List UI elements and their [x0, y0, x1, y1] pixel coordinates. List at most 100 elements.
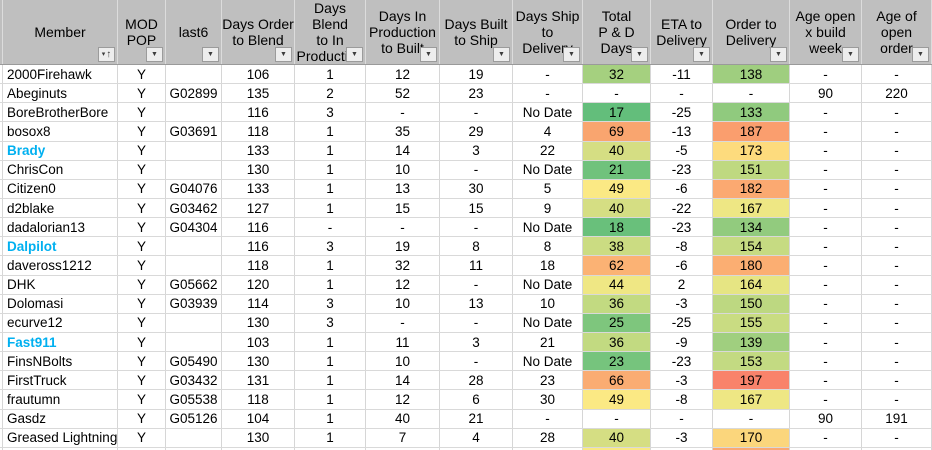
filter-button-in_production_to_built[interactable]: ▼ [420, 47, 437, 62]
cell-mod_pop[interactable]: Y [118, 256, 166, 275]
cell-order_to_delivery[interactable]: 153 [713, 352, 790, 371]
cell-built_to_ship[interactable]: - [440, 313, 513, 332]
cell-order_to_blend[interactable]: 120 [222, 275, 295, 294]
cell-mod_pop[interactable]: Y [118, 390, 166, 409]
cell-eta_to_delivery[interactable]: -23 [651, 160, 713, 179]
cell-age_open_x_build_week[interactable]: 90 [790, 409, 862, 428]
cell-ship_to_delivery[interactable]: 18 [513, 256, 583, 275]
filter-button-last6[interactable]: ▼ [202, 47, 219, 62]
cell-in_production_to_built[interactable]: 10 [366, 160, 440, 179]
header-age_of_open_order[interactable]: Age of open order ▼ [862, 0, 932, 64]
cell-eta_to_delivery[interactable]: -8 [651, 390, 713, 409]
cell-built_to_ship[interactable]: 8 [440, 237, 513, 256]
cell-age_of_open_order[interactable]: - [862, 160, 932, 179]
cell-age_open_x_build_week[interactable]: - [790, 332, 862, 352]
cell-blend_to_in_production[interactable]: 1 [295, 179, 366, 198]
cell-eta_to_delivery[interactable]: -8 [651, 237, 713, 256]
cell-member[interactable]: 2000Firehawk [3, 65, 118, 84]
cell-eta_to_delivery[interactable]: - [651, 409, 713, 428]
cell-age_of_open_order[interactable]: - [862, 179, 932, 198]
cell-last6[interactable]: G05538 [166, 390, 222, 409]
cell-member[interactable]: Gasdz [3, 409, 118, 428]
cell-age_of_open_order[interactable]: - [862, 122, 932, 141]
cell-built_to_ship[interactable]: 13 [440, 294, 513, 313]
cell-eta_to_delivery[interactable]: -3 [651, 294, 713, 313]
cell-in_production_to_built[interactable]: 14 [366, 371, 440, 390]
filter-button-age_of_open_order[interactable]: ▼ [912, 47, 929, 62]
cell-last6[interactable] [166, 332, 222, 352]
header-in_production_to_built[interactable]: Days In Production to Built ▼ [366, 0, 440, 64]
cell-order_to_delivery[interactable]: 164 [713, 275, 790, 294]
cell-age_of_open_order[interactable]: - [862, 428, 932, 447]
cell-age_open_x_build_week[interactable]: - [790, 275, 862, 294]
cell-order_to_delivery[interactable]: - [713, 84, 790, 103]
cell-in_production_to_built[interactable]: 11 [366, 332, 440, 352]
cell-order_to_blend[interactable]: 130 [222, 160, 295, 179]
cell-order_to_delivery[interactable]: 173 [713, 141, 790, 160]
cell-order_to_blend[interactable]: 133 [222, 179, 295, 198]
cell-order_to_blend[interactable]: 114 [222, 294, 295, 313]
cell-last6[interactable] [166, 256, 222, 275]
cell-eta_to_delivery[interactable]: -6 [651, 256, 713, 275]
cell-last6[interactable]: G03462 [166, 198, 222, 218]
cell-mod_pop[interactable]: Y [118, 103, 166, 122]
cell-ship_to_delivery[interactable]: 10 [513, 294, 583, 313]
cell-age_open_x_build_week[interactable]: - [790, 103, 862, 122]
cell-age_of_open_order[interactable]: - [862, 294, 932, 313]
cell-order_to_delivery[interactable]: 151 [713, 160, 790, 179]
cell-member[interactable]: Citizen0 [3, 179, 118, 198]
cell-age_open_x_build_week[interactable]: - [790, 237, 862, 256]
cell-total_pd[interactable]: 62 [583, 256, 651, 275]
cell-mod_pop[interactable]: Y [118, 84, 166, 103]
cell-ship_to_delivery[interactable]: No Date [513, 160, 583, 179]
cell-built_to_ship[interactable]: 19 [440, 65, 513, 84]
cell-total_pd[interactable]: 18 [583, 218, 651, 237]
cell-member[interactable]: Greased Lightning [3, 428, 118, 447]
cell-age_open_x_build_week[interactable]: - [790, 141, 862, 160]
cell-built_to_ship[interactable]: - [440, 352, 513, 371]
cell-built_to_ship[interactable]: 29 [440, 122, 513, 141]
cell-order_to_delivery[interactable]: 197 [713, 371, 790, 390]
cell-last6[interactable]: G05662 [166, 275, 222, 294]
cell-age_open_x_build_week[interactable]: - [790, 256, 862, 275]
cell-in_production_to_built[interactable]: 12 [366, 390, 440, 409]
cell-built_to_ship[interactable]: - [440, 160, 513, 179]
cell-built_to_ship[interactable]: 3 [440, 141, 513, 160]
cell-ship_to_delivery[interactable]: 5 [513, 179, 583, 198]
cell-order_to_delivery[interactable]: - [713, 409, 790, 428]
cell-ship_to_delivery[interactable]: 22 [513, 141, 583, 160]
cell-order_to_blend[interactable]: 118 [222, 390, 295, 409]
cell-last6[interactable] [166, 313, 222, 332]
cell-age_of_open_order[interactable]: - [862, 313, 932, 332]
cell-blend_to_in_production[interactable]: 1 [295, 256, 366, 275]
cell-last6[interactable]: G04304 [166, 218, 222, 237]
cell-last6[interactable] [166, 65, 222, 84]
cell-mod_pop[interactable]: Y [118, 294, 166, 313]
cell-age_open_x_build_week[interactable]: - [790, 218, 862, 237]
cell-ship_to_delivery[interactable]: 28 [513, 428, 583, 447]
cell-order_to_delivery[interactable]: 150 [713, 294, 790, 313]
cell-eta_to_delivery[interactable]: -9 [651, 332, 713, 352]
cell-built_to_ship[interactable]: - [440, 103, 513, 122]
header-order_to_delivery[interactable]: Order to Delivery ▼ [713, 0, 790, 64]
cell-total_pd[interactable]: 32 [583, 65, 651, 84]
cell-ship_to_delivery[interactable]: - [513, 65, 583, 84]
cell-mod_pop[interactable]: Y [118, 160, 166, 179]
cell-in_production_to_built[interactable]: 7 [366, 428, 440, 447]
cell-in_production_to_built[interactable]: 10 [366, 352, 440, 371]
header-age_open_x_build_week[interactable]: Age open x build week ▼ [790, 0, 862, 64]
cell-member[interactable]: daveross1212 [3, 256, 118, 275]
cell-eta_to_delivery[interactable]: -3 [651, 428, 713, 447]
header-order_to_blend[interactable]: Days Order to Blend ▼ [222, 0, 295, 64]
cell-ship_to_delivery[interactable]: 23 [513, 371, 583, 390]
cell-in_production_to_built[interactable]: 12 [366, 275, 440, 294]
cell-mod_pop[interactable]: Y [118, 237, 166, 256]
cell-member[interactable]: Dalpilot [3, 237, 118, 256]
cell-order_to_delivery[interactable]: 167 [713, 390, 790, 409]
cell-order_to_delivery[interactable]: 133 [713, 103, 790, 122]
cell-blend_to_in_production[interactable]: 1 [295, 332, 366, 352]
cell-in_production_to_built[interactable]: 15 [366, 198, 440, 218]
cell-blend_to_in_production[interactable]: 1 [295, 409, 366, 428]
cell-member[interactable]: bosox8 [3, 122, 118, 141]
cell-total_pd[interactable]: 17 [583, 103, 651, 122]
